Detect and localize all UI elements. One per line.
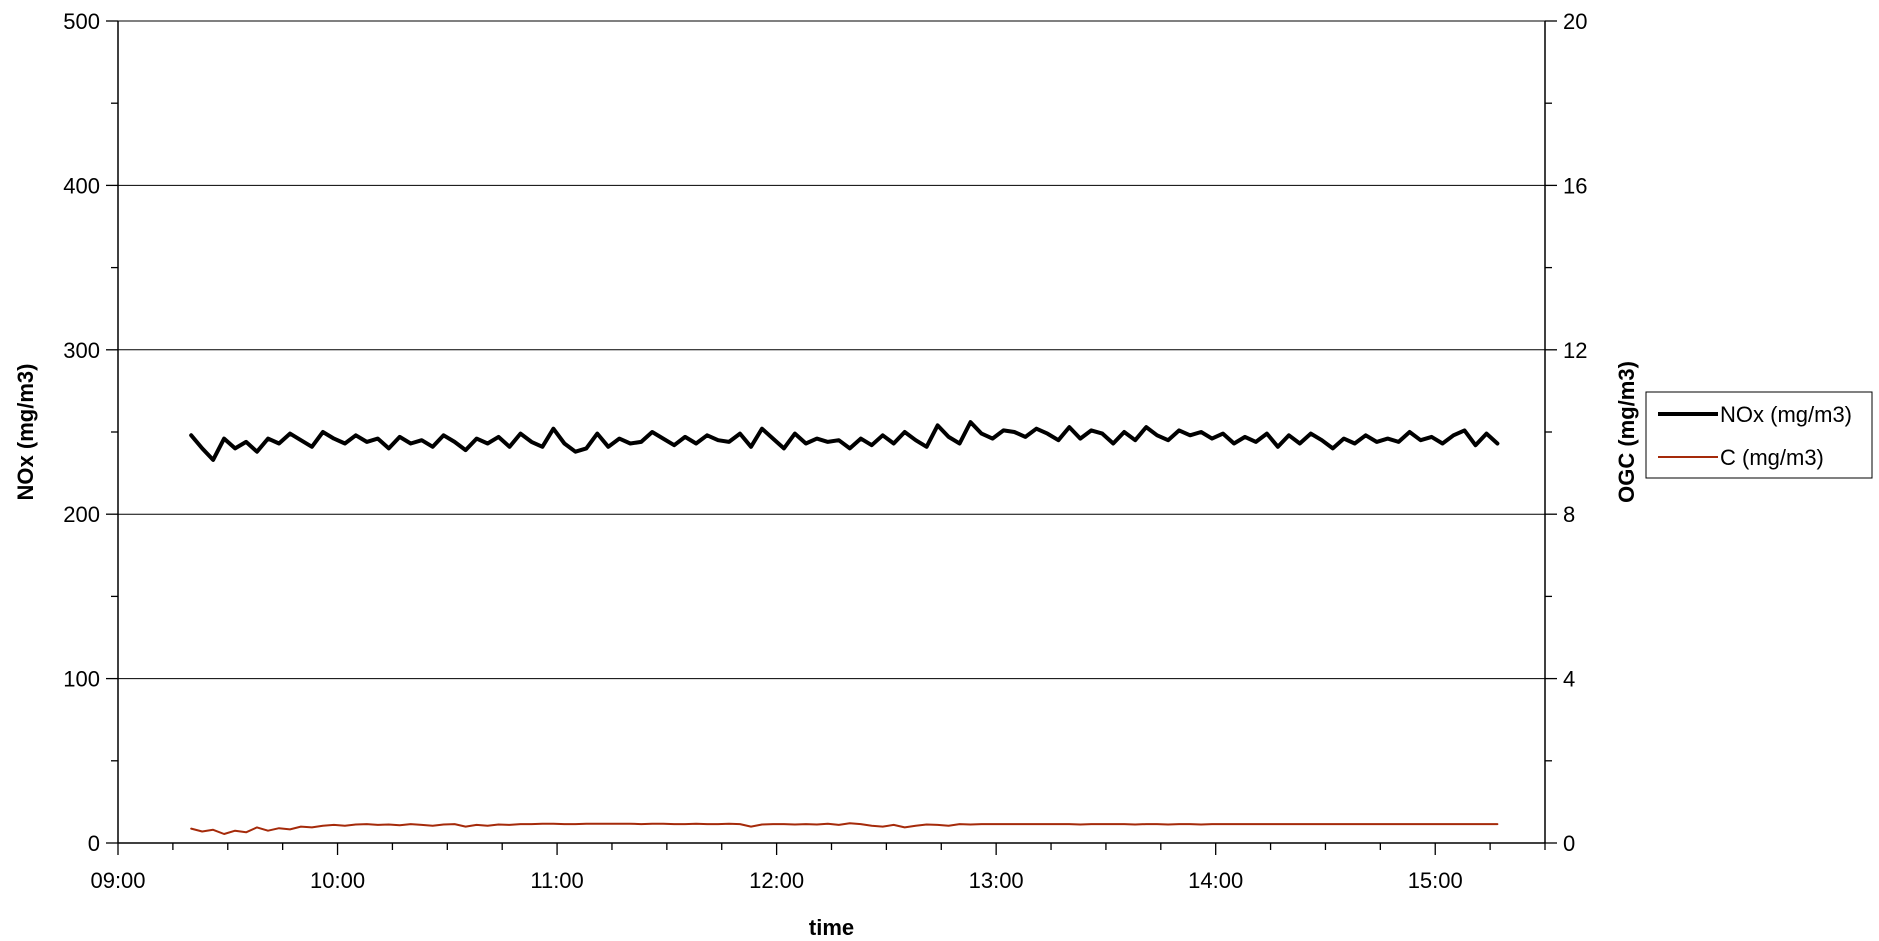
legend: NOx (mg/m3) C (mg/m3)	[1645, 391, 1873, 479]
right-tick-label: 8	[1563, 502, 1575, 527]
left-tick-label: 400	[63, 173, 100, 198]
left-tick-label: 0	[88, 831, 100, 856]
right-y-axis: 0 4 8 12 16 20	[1544, 9, 1587, 856]
x-tick-label: 11:00	[530, 868, 583, 893]
x-tick-label: 09:00	[90, 868, 145, 893]
x-tick-label: 13:00	[969, 868, 1024, 893]
x-axis: 09:00 10:00 11:00 12:00 13:00 14:00 15:00	[90, 842, 1546, 893]
left-tick-label: 200	[63, 502, 100, 527]
gridlines	[118, 20, 1545, 680]
x-axis-title: time	[809, 915, 854, 940]
x-tick-label: 10:00	[310, 868, 365, 893]
right-tick-label: 0	[1563, 831, 1575, 856]
x-tick-label: 15:00	[1408, 868, 1463, 893]
right-y-axis-title: OGC (mg/m3)	[1614, 361, 1639, 503]
series-layer	[189, 420, 1500, 835]
right-tick-label: 20	[1563, 9, 1587, 34]
left-tick-label: 100	[63, 667, 100, 692]
legend-box	[1645, 391, 1873, 479]
legend-label-c: C (mg/m3)	[1720, 445, 1824, 470]
right-tick-label: 4	[1563, 667, 1575, 692]
x-tick-label: 12:00	[749, 868, 804, 893]
right-tick-label: 16	[1563, 173, 1587, 198]
series-line-c	[190, 822, 1499, 835]
left-y-axis: 0 100 200 300 400 500	[63, 9, 119, 856]
left-tick-label: 300	[63, 338, 100, 363]
x-tick-label: 14:00	[1188, 868, 1243, 893]
right-tick-label: 12	[1563, 338, 1587, 363]
legend-label-nox: NOx (mg/m3)	[1720, 402, 1852, 427]
plot-area-frame	[118, 21, 1545, 843]
left-tick-label: 500	[63, 9, 100, 34]
left-y-axis-title: NOx (mg/m3)	[13, 364, 38, 501]
series-line-nox	[189, 420, 1500, 462]
